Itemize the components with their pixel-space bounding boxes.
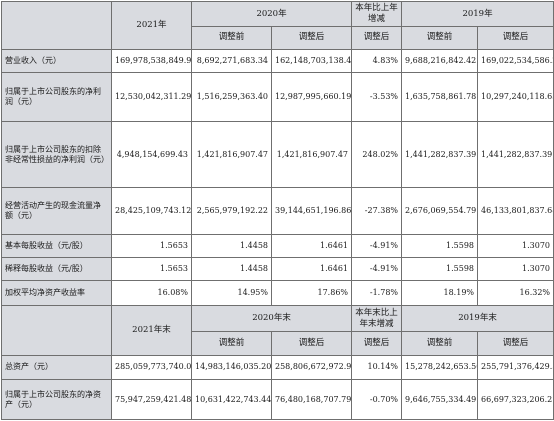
- cell-2020-after: 1.6461: [270, 233, 353, 259]
- row-label: 加权平均净资产收益率: [1, 280, 112, 306]
- header-2019-after: 调整后: [477, 25, 554, 50]
- row-label: 稀释每股收益（元/股）: [1, 257, 112, 282]
- header-2019-end-before: 调整前: [401, 331, 479, 356]
- cell-change: -4.91%: [351, 233, 403, 259]
- row-label: 总资产（元）: [1, 354, 112, 381]
- cell-2019-before: 18.19%: [401, 280, 479, 306]
- table-row: 归属于上市公司股东的扣除非经常性损益的净利润（元） 4,948,154,699.…: [1, 120, 554, 189]
- cell-2020-after: 258,806,672,972.92: [270, 354, 353, 381]
- header-2019: 2019年: [401, 1, 554, 27]
- cell-2020-after: 12,987,995,660.19: [270, 72, 353, 122]
- cell-2020-after: 1,421,816,907.47: [270, 120, 353, 189]
- table-row: 营业收入（元） 169,978,538,849.95 8,692,271,683…: [1, 48, 554, 74]
- cell-2021: 16.08%: [111, 280, 192, 306]
- header-blank-cell-2: [1, 304, 112, 356]
- cell-2020-before: 1,421,816,907.47: [191, 120, 272, 189]
- cell-2020-after: 39,144,651,196.86: [270, 187, 353, 235]
- cell-2021: 12,530,042,311.29: [111, 72, 192, 122]
- cell-2020-after: 76,480,168,707.79: [270, 379, 353, 420]
- cell-2020-after: 162,148,703,138.49: [270, 48, 353, 74]
- table-row: 归属于上市公司股东的净资产（元） 75,947,259,421.48 10,63…: [1, 379, 554, 420]
- table-row: 总资产（元） 285,059,773,740.00 14,983,146,035…: [1, 354, 554, 381]
- header-2019-before: 调整前: [401, 25, 479, 50]
- cell-2021: 75,947,259,421.48: [111, 379, 192, 420]
- cell-2019-after: 46,133,801,837.68: [477, 187, 554, 235]
- header-2020-end-after: 调整后: [270, 331, 353, 356]
- header-2021: 2021年: [111, 1, 192, 50]
- table-row: 加权平均净资产收益率 16.08% 14.95% 17.86% -1.78% 1…: [1, 280, 554, 306]
- table-row: 稀释每股收益（元/股） 1.5653 1.4458 1.6461 -4.91% …: [1, 257, 554, 282]
- cell-2019-before: 1,635,758,861.78: [401, 72, 479, 122]
- row-label: 基本每股收益（元/股）: [1, 233, 112, 259]
- cell-2021: 169,978,538,849.95: [111, 48, 192, 74]
- cell-2019-after: 255,791,376,429.50: [477, 354, 554, 381]
- cell-2020-before: 2,565,979,192.22: [191, 187, 272, 235]
- cell-2020-before: 1,516,259,363.40: [191, 72, 272, 122]
- cell-2021: 4,948,154,699.43: [111, 120, 192, 189]
- cell-2019-before: 15,278,242,653.50: [401, 354, 479, 381]
- cell-2020-before: 1.4458: [191, 257, 272, 282]
- cell-change: -1.78%: [351, 280, 403, 306]
- header-2020: 2020年: [190, 1, 353, 27]
- header-2020-after: 调整后: [270, 25, 353, 50]
- cell-change: -3.53%: [351, 72, 403, 122]
- cell-2019-after: 66,697,323,206.21: [477, 379, 554, 420]
- cell-2021: 1.5653: [111, 257, 192, 282]
- cell-2021: 285,059,773,740.00: [111, 354, 192, 381]
- header-change: 本年比上年增减: [351, 1, 403, 27]
- cell-2019-after: 16.32%: [477, 280, 554, 306]
- cell-change: 10.14%: [351, 354, 403, 381]
- row-label: 归属于上市公司股东的净利润（元）: [1, 72, 112, 122]
- cell-2019-before: 1.5598: [401, 233, 479, 259]
- cell-2019-before: 1,441,282,837.39: [401, 120, 479, 189]
- table-row: 归属于上市公司股东的净利润（元） 12,530,042,311.29 1,516…: [1, 72, 554, 122]
- cell-2020-before: 14,983,146,035.20: [191, 354, 272, 381]
- cell-2021: 28,425,109,743.12: [111, 187, 192, 235]
- row-label: 营业收入（元）: [1, 48, 112, 74]
- cell-change: 4.83%: [351, 48, 403, 74]
- header-change-end-after: 调整后: [351, 331, 403, 356]
- header-2020-end: 2020年末: [190, 304, 353, 333]
- header-2020-end-before: 调整前: [191, 331, 272, 356]
- cell-2019-after: 1.3070: [477, 233, 554, 259]
- cell-2019-before: 2,676,069,554.79: [401, 187, 479, 235]
- cell-2019-after: 1,441,282,837.39: [477, 120, 554, 189]
- header-2019-end-after: 调整后: [477, 331, 554, 356]
- header-2020-before: 调整前: [191, 25, 272, 50]
- cell-2020-before: 14.95%: [191, 280, 272, 306]
- row-label: 归属于上市公司股东的净资产（元）: [1, 379, 112, 420]
- table-row: 基本每股收益（元/股） 1.5653 1.4458 1.6461 -4.91% …: [1, 233, 554, 259]
- cell-change: 248.02%: [351, 120, 403, 189]
- cell-2020-before: 10,631,422,743.44: [191, 379, 272, 420]
- cell-2019-before: 1.5598: [401, 257, 479, 282]
- cell-2020-before: 8,692,271,683.34: [191, 48, 272, 74]
- cell-change: -27.38%: [351, 187, 403, 235]
- header-blank-cell: [1, 1, 112, 50]
- cell-change: -4.91%: [351, 257, 403, 282]
- cell-2020-after: 17.86%: [270, 280, 353, 306]
- cell-2019-after: 1.3070: [477, 257, 554, 282]
- cell-2020-before: 1.4458: [191, 233, 272, 259]
- row-label: 经营活动产生的现金流量净额（元）: [1, 187, 112, 235]
- header-2021-end: 2021年末: [111, 304, 192, 356]
- cell-2021: 1.5653: [111, 233, 192, 259]
- table-row: 经营活动产生的现金流量净额（元） 28,425,109,743.12 2,565…: [1, 187, 554, 235]
- cell-2019-before: 9,688,216,842.42: [401, 48, 479, 74]
- header-change-end: 本年末比上年末增减: [351, 304, 403, 333]
- row-label: 归属于上市公司股东的扣除非经常性损益的净利润（元）: [1, 120, 112, 189]
- cell-2019-before: 9,646,755,334.49: [401, 379, 479, 420]
- cell-2019-after: 169,022,534,586.27: [477, 48, 554, 74]
- header-change-after: 调整后: [351, 25, 403, 50]
- cell-change: -0.70%: [351, 379, 403, 420]
- cell-2020-after: 1.6461: [270, 257, 353, 282]
- header-2019-end: 2019年末: [401, 304, 554, 333]
- cell-2019-after: 10,297,240,118.63: [477, 72, 554, 122]
